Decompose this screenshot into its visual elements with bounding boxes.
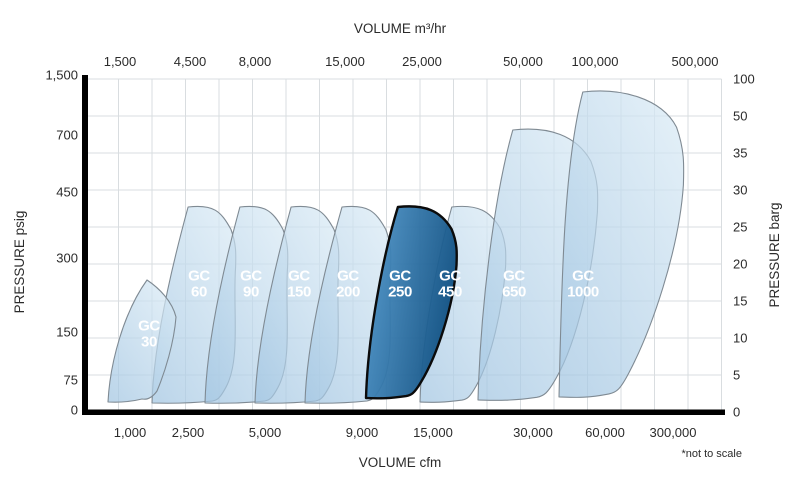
model-label-gc-150: GC 150 [287,268,311,301]
axis-tick-label: 15,000 [325,54,365,69]
axis-tick-label: 75 [64,373,78,388]
axis-tick-label: 1,500 [104,54,137,69]
model-label-line1: GC [188,268,210,285]
axis-tick-label: 25,000 [402,54,442,69]
model-label-line1: GC [240,268,262,285]
axis-tick-label: 1,500 [45,68,78,83]
axis-tick-label: 10 [733,331,747,346]
axis-tick-label: 1,000 [114,425,147,440]
axis-tick-label: 2,500 [172,425,205,440]
model-label-line2: 90 [243,284,259,301]
model-label-line1: GC [389,268,411,285]
model-label-gc-450: GC 450 [438,268,462,301]
envelope-gc-30 [107,279,177,403]
model-label-line1: GC [503,268,525,285]
envelope-gc-250 [364,205,458,400]
tick-labels: 1,500 4,500 8,000 15,000 25,000 50,000 100,000… [45,54,754,440]
model-label-gc-250: GC 250 [388,268,412,301]
left-axis-title: PRESSURE psig [12,211,27,314]
model-label-gc-60: GC 60 [188,268,210,301]
model-label-line2: 200 [336,284,360,301]
axis-tick-label: 30,000 [513,425,553,440]
model-label-line2: 650 [502,284,526,301]
top-axis-title: VOLUME m³/hr [354,21,447,36]
axis-tick-label: 100,000 [572,54,619,69]
model-label-line1: GC [572,268,594,285]
axis-tick-label: 150 [56,325,78,340]
axis-tick-label: 20 [733,257,747,272]
y-axis-line [82,75,88,415]
envelope-shapes [107,90,685,404]
model-label-line2: 30 [141,334,157,351]
model-label-line2: 150 [287,284,311,301]
axis-tick-label: 50,000 [503,54,543,69]
axis-tick-label: 50 [733,109,747,124]
axis-tick-label: 450 [56,185,78,200]
x-axis-line [82,409,725,415]
axis-tick-label: 15,000 [413,425,453,440]
model-label-line1: GC [439,268,461,285]
model-label-line2: 1000 [567,284,599,301]
model-label-gc-30: GC 30 [138,318,160,351]
model-label-gc-650: GC 650 [502,268,526,301]
axis-tick-label: 15 [733,294,747,309]
axis-lines [82,75,725,415]
model-label-line1: GC [288,268,310,285]
axis-tick-label: 30 [733,183,747,198]
axis-tick-label: 700 [56,128,78,143]
model-label-gc-1000: GC 1000 [567,268,599,301]
axis-tick-label: 60,000 [585,425,625,440]
model-label-line2: 250 [388,284,412,301]
axis-tick-label: 4,500 [174,54,207,69]
axis-tick-label: 0 [733,405,740,420]
model-label-line2: 450 [438,284,462,301]
not-to-scale-note: *not to scale [681,448,742,460]
axis-tick-label: 35 [733,146,747,161]
axis-tick-label: 300,000 [650,425,697,440]
right-axis-title: PRESSURE barg [767,202,782,307]
axis-tick-label: 500,000 [672,54,719,69]
axis-tick-label: 8,000 [239,54,272,69]
axis-tick-label: 5 [733,368,740,383]
model-label-gc-200: GC 200 [336,268,360,301]
axis-tick-label: 300 [56,251,78,266]
model-label-gc-90: GC 90 [240,268,262,301]
envelope-gc-1000 [558,90,685,398]
model-label-line1: GC [138,318,160,335]
axis-tick-label: 25 [733,220,747,235]
axis-tick-label: 0 [71,403,78,418]
bottom-axis-title: VOLUME cfm [359,455,442,470]
model-label-line1: GC [337,268,359,285]
axis-tick-label: 100 [733,72,755,87]
axis-tick-label: 5,000 [249,425,282,440]
axis-tick-label: 9,000 [346,425,379,440]
model-label-line2: 60 [191,284,207,301]
